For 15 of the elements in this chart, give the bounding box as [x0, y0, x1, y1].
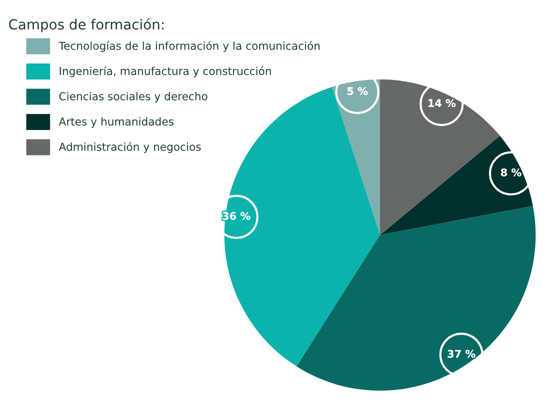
- data-label: 8 %: [500, 168, 522, 176]
- pie-slice: [380, 79, 500, 235]
- pie-slice: [224, 86, 380, 366]
- data-label: 5 %: [348, 87, 368, 96]
- pie-slice: [332, 79, 380, 235]
- data-label: 14 %: [428, 99, 456, 108]
- legend-label: Artes y humanidades: [58, 117, 174, 128]
- legend-label: Ciencias sociales y derecho: [59, 92, 208, 102]
- legend-label: Administración y negocios: [58, 142, 201, 153]
- data-label: 37 %: [448, 350, 476, 358]
- pie-slice: [296, 206, 536, 391]
- legend-label: Ingeniería, manufactura y construcción: [60, 66, 271, 78]
- legend-label: Tecnologías de la información y la comunicación: [58, 41, 320, 52]
- chart-title: Campos de formación:: [9, 18, 164, 32]
- pie-slice: [380, 136, 533, 235]
